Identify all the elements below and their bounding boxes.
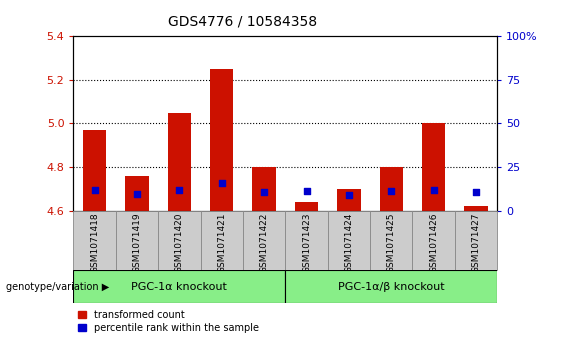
Bar: [422, 123, 445, 211]
Point: [132, 191, 141, 197]
Text: PGC-1α/β knockout: PGC-1α/β knockout: [338, 282, 445, 292]
Text: GSM1071424: GSM1071424: [345, 212, 353, 273]
Bar: [125, 176, 149, 211]
Bar: [158, 211, 201, 270]
Bar: [210, 69, 233, 211]
Bar: [168, 113, 191, 211]
Bar: [295, 202, 318, 211]
Text: GSM1071423: GSM1071423: [302, 212, 311, 273]
Point: [302, 188, 311, 194]
Bar: [412, 211, 455, 270]
Point: [217, 180, 226, 186]
Text: GSM1071427: GSM1071427: [472, 212, 480, 273]
Point: [90, 187, 99, 193]
Text: GSM1071420: GSM1071420: [175, 212, 184, 273]
Bar: [243, 211, 285, 270]
Bar: [201, 211, 243, 270]
Bar: [253, 167, 276, 211]
Text: genotype/variation ▶: genotype/variation ▶: [6, 282, 109, 292]
Bar: [464, 206, 488, 211]
Legend: transformed count, percentile rank within the sample: transformed count, percentile rank withi…: [79, 310, 259, 333]
Point: [175, 187, 184, 193]
Bar: [337, 189, 360, 211]
Point: [429, 187, 438, 193]
Bar: [455, 211, 497, 270]
Point: [471, 189, 480, 195]
Bar: [116, 211, 158, 270]
Text: PGC-1α knockout: PGC-1α knockout: [132, 282, 227, 292]
Bar: [370, 211, 412, 270]
Text: GSM1071422: GSM1071422: [260, 212, 268, 273]
Bar: [83, 130, 106, 211]
Text: GSM1071426: GSM1071426: [429, 212, 438, 273]
Bar: [285, 270, 497, 303]
Text: GSM1071418: GSM1071418: [90, 212, 99, 273]
Bar: [380, 167, 403, 211]
Bar: [73, 211, 116, 270]
Point: [344, 192, 354, 198]
Bar: [285, 211, 328, 270]
Text: GSM1071425: GSM1071425: [387, 212, 396, 273]
Bar: [73, 270, 285, 303]
Bar: [328, 211, 370, 270]
Text: GSM1071419: GSM1071419: [133, 212, 141, 273]
Point: [259, 189, 269, 195]
Point: [386, 188, 396, 193]
Text: GDS4776 / 10584358: GDS4776 / 10584358: [168, 15, 318, 29]
Text: GSM1071421: GSM1071421: [218, 212, 226, 273]
